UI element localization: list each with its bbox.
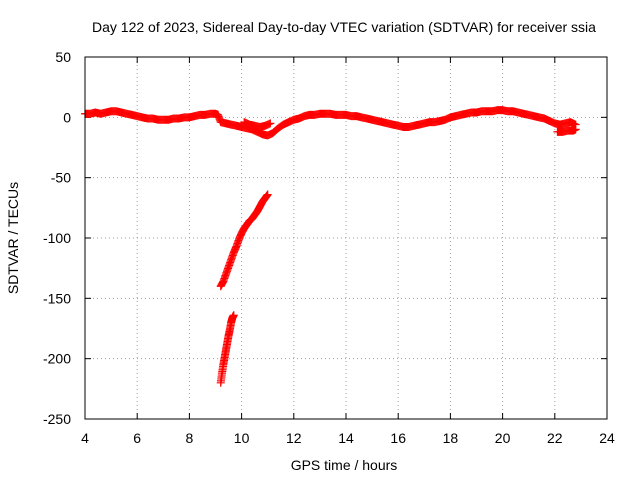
y-tick-label: -100 xyxy=(43,230,71,246)
x-tick-label: 4 xyxy=(81,430,89,446)
x-axis-label: GPS time / hours xyxy=(291,457,398,473)
x-tick-label: 18 xyxy=(443,430,459,446)
data-point xyxy=(266,119,275,128)
y-axis-label: SDTVAR / TECUs xyxy=(5,182,21,294)
chart-title: Day 122 of 2023, Sidereal Day-to-day VTE… xyxy=(92,19,596,35)
x-tick-label: 22 xyxy=(547,430,563,446)
x-tick-label: 20 xyxy=(495,430,511,446)
data-point xyxy=(229,311,238,320)
y-tick-label: 50 xyxy=(55,49,71,65)
x-tick-label: 12 xyxy=(286,430,302,446)
x-tick-label: 6 xyxy=(133,430,141,446)
y-tick-labels: 50 0 -50 -100 -150 -200 -250 xyxy=(43,49,71,427)
axis-ticks xyxy=(84,56,608,420)
x-tick-label: 10 xyxy=(234,430,250,446)
x-tick-label: 14 xyxy=(338,430,354,446)
x-tick-label: 16 xyxy=(390,430,406,446)
data-point xyxy=(571,125,580,134)
x-tick-labels: 4 6 8 10 12 14 16 18 20 22 24 xyxy=(81,430,615,446)
x-tick-label: 24 xyxy=(599,430,615,446)
data-point xyxy=(263,190,272,199)
data-points xyxy=(81,106,580,387)
plot-frame xyxy=(84,56,608,420)
x-tick-label: 8 xyxy=(186,430,194,446)
y-tick-label: -50 xyxy=(51,170,71,186)
y-tick-label: 0 xyxy=(63,109,71,125)
y-tick-label: -150 xyxy=(43,290,71,306)
y-tick-label: -250 xyxy=(43,411,71,427)
y-tick-label: -200 xyxy=(43,351,71,367)
